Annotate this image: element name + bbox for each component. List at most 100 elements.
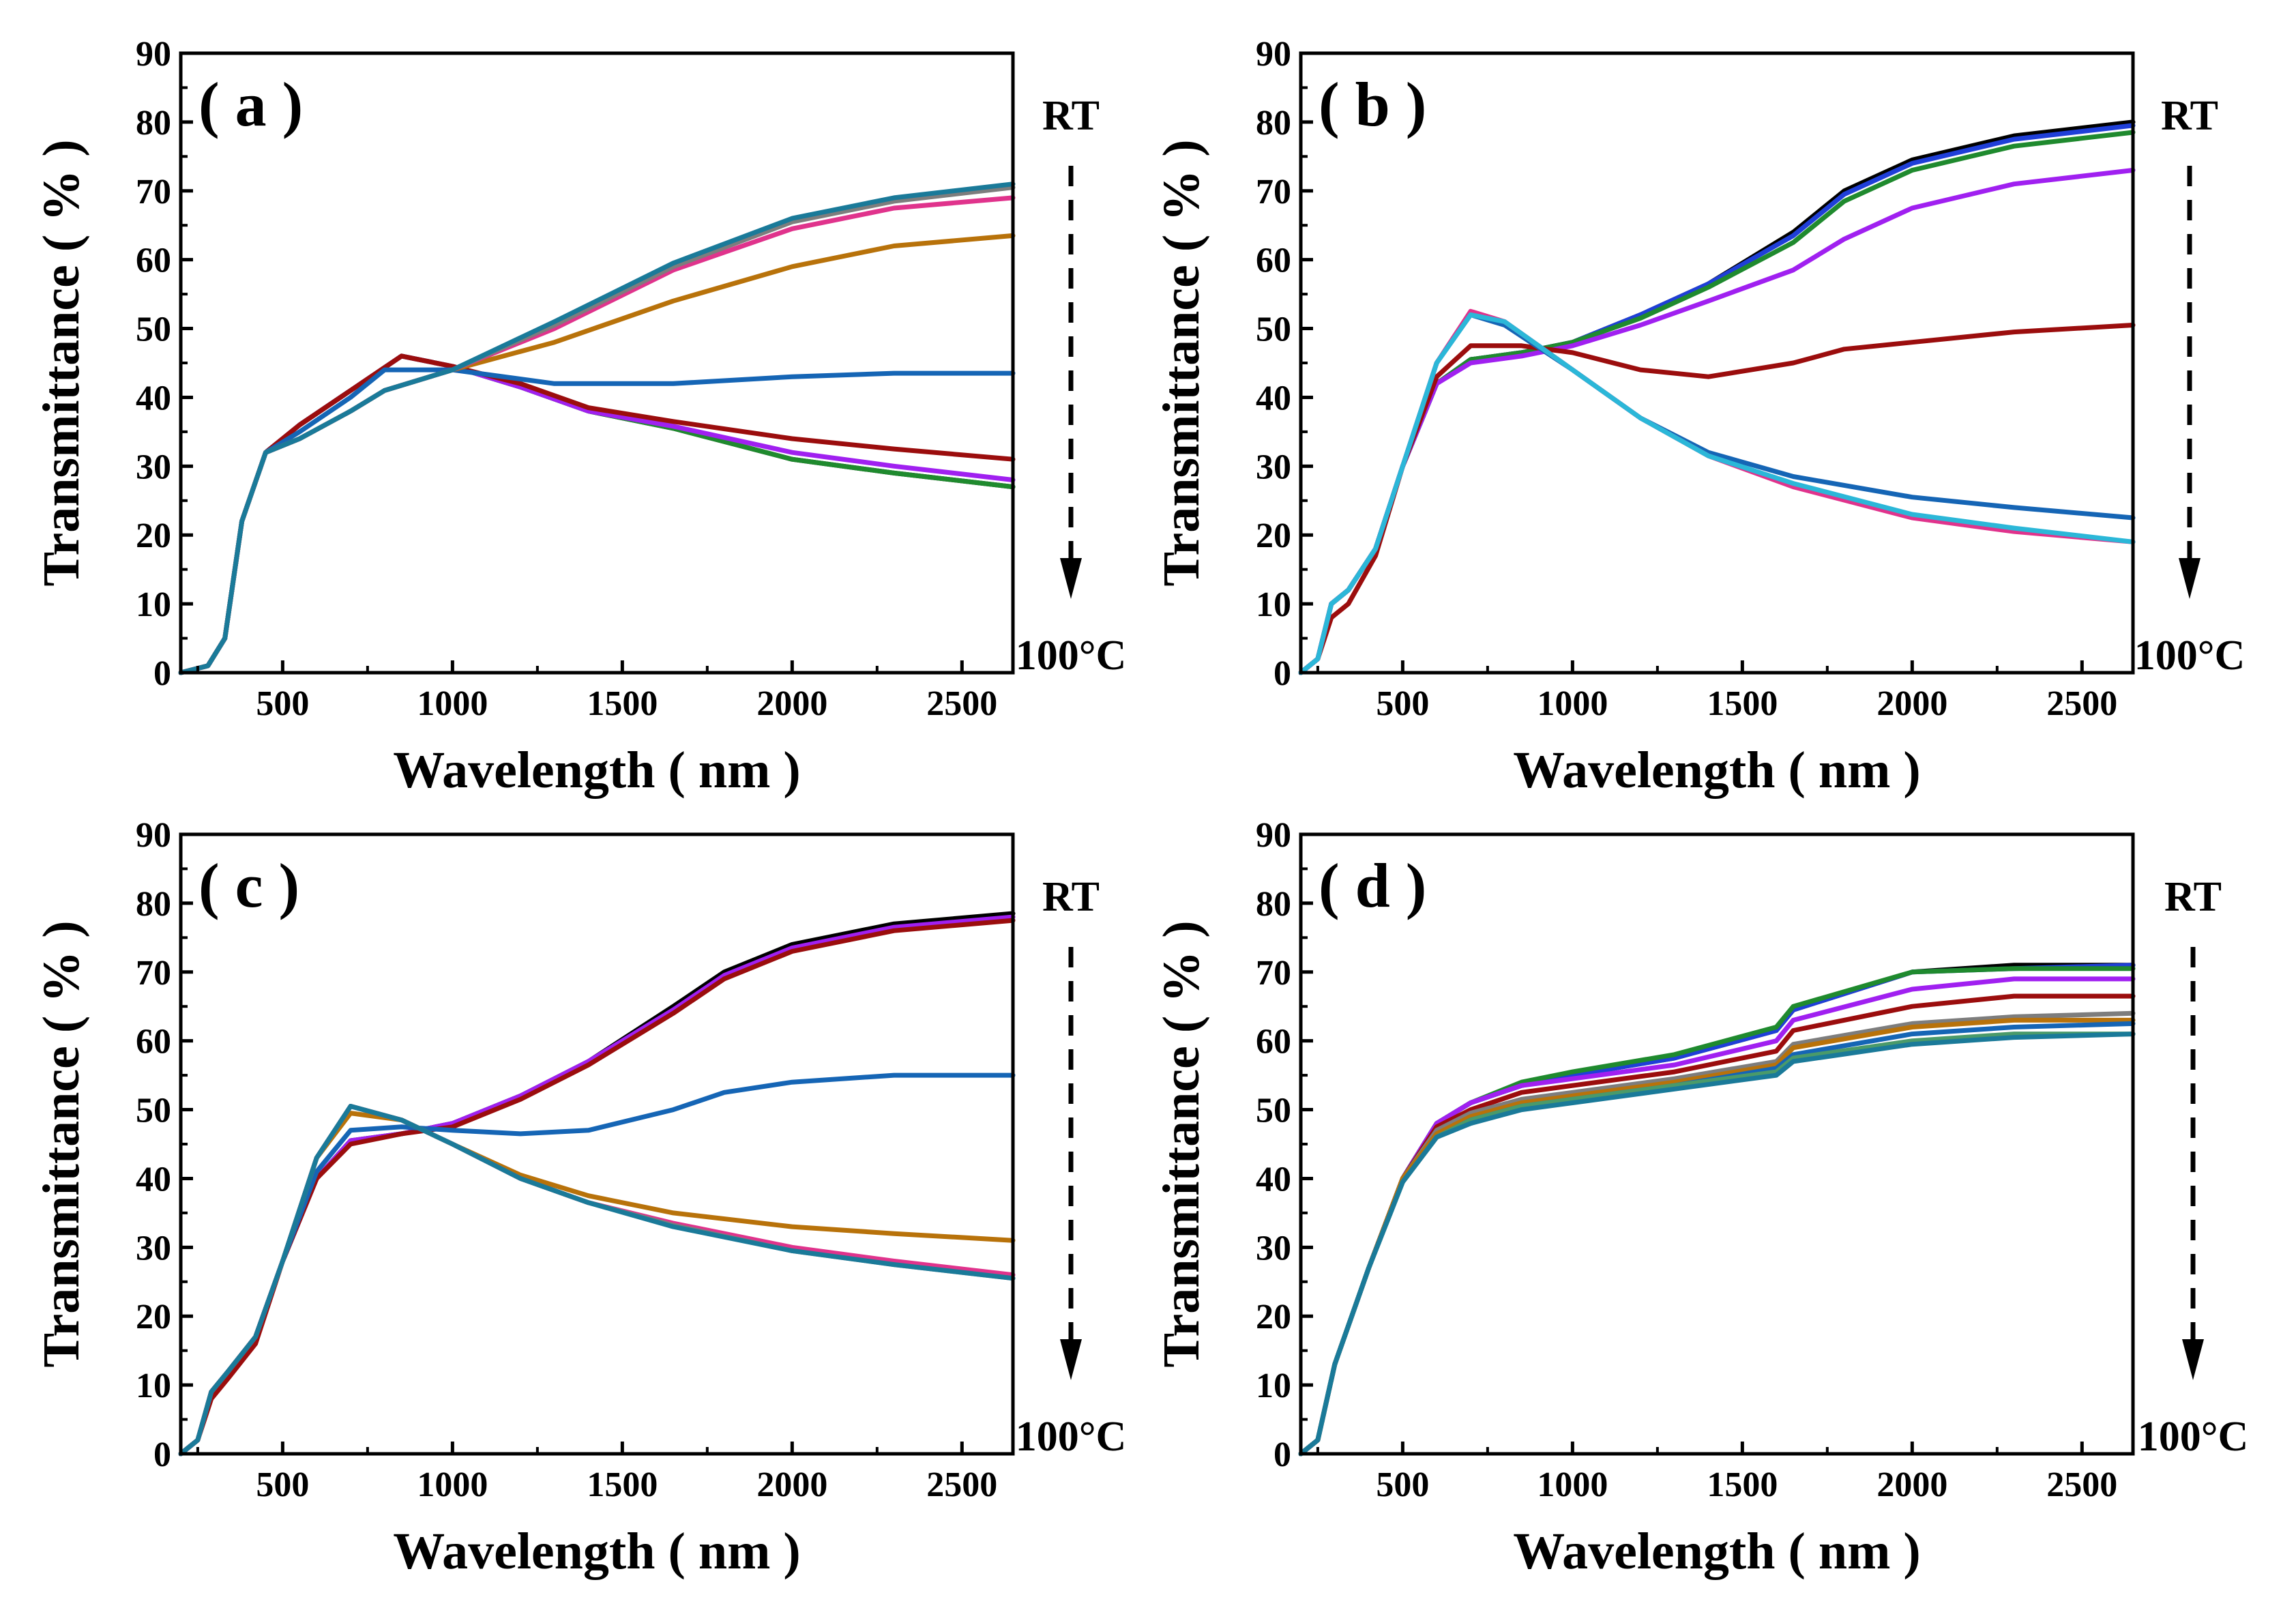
x-tick-label: 2500 xyxy=(2046,1465,2117,1504)
x-axis-title: Wavelength ( nm ) xyxy=(393,1523,800,1580)
temperature-arrow-head xyxy=(1060,558,1082,599)
x-tick-label: 1500 xyxy=(587,684,658,723)
x-tick-label: 1000 xyxy=(417,1465,488,1504)
y-tick-label: 20 xyxy=(1256,516,1291,555)
y-axis-title: Transmittance ( % ) xyxy=(1153,139,1210,586)
y-tick-label: 90 xyxy=(136,35,171,74)
y-tick-label: 30 xyxy=(1256,1229,1291,1268)
y-tick-label: 80 xyxy=(1256,885,1291,924)
y-tick-label: 0 xyxy=(153,654,171,693)
y-tick-label: 20 xyxy=(1256,1298,1291,1336)
y-tick-label: 10 xyxy=(136,585,171,624)
temp-end-label: 100°C xyxy=(2134,632,2246,679)
y-tick-label: 20 xyxy=(136,1298,171,1336)
rt-label: RT xyxy=(1042,93,1100,139)
y-tick-label: 0 xyxy=(153,1435,171,1474)
series-line-4 xyxy=(1298,976,2136,1457)
x-tick-label: 2000 xyxy=(756,1465,827,1504)
y-tick-label: 50 xyxy=(1256,310,1291,349)
series-line-5 xyxy=(178,1111,1016,1457)
y-tick-label: 60 xyxy=(1256,1023,1291,1062)
panel-d: 0 10 20 30 40 50 60 70 80 90 500 1000 1500 2000 2500 Wa… xyxy=(1153,816,2248,1580)
y-tick-label: 40 xyxy=(136,379,171,418)
series-line-3 xyxy=(178,918,1016,1457)
y-tick-label: 50 xyxy=(136,1092,171,1130)
y-tick-label: 10 xyxy=(1256,1366,1291,1405)
series-line-7 xyxy=(178,1104,1016,1457)
x-tick-label: 2000 xyxy=(1876,1465,1947,1504)
y-tick-label: 0 xyxy=(1274,1435,1291,1474)
series-line-3 xyxy=(1298,966,2136,1457)
y-tick-label: 20 xyxy=(136,516,171,555)
temperature-arrow-head xyxy=(2179,558,2201,599)
series-line-8 xyxy=(1298,312,2136,675)
panel-label: ( d ) xyxy=(1319,851,1426,920)
y-tick-label: 80 xyxy=(136,104,171,143)
x-axis-title: Wavelength ( nm ) xyxy=(393,742,800,799)
rt-label: RT xyxy=(2164,874,2222,920)
panel-label: ( c ) xyxy=(198,851,299,920)
temp-end-label: 100°C xyxy=(2138,1414,2249,1460)
y-tick-label: 80 xyxy=(136,885,171,924)
series-line-9 xyxy=(178,181,1016,675)
series-line-6 xyxy=(178,1104,1016,1457)
x-tick-label: 2500 xyxy=(2046,684,2117,723)
series-line-9 xyxy=(1298,1032,2136,1457)
temp-end-label: 100°C xyxy=(1016,632,1127,679)
series-line-5 xyxy=(178,367,1016,675)
y-tick-label: 30 xyxy=(1256,448,1291,486)
panel-b: 0 10 20 30 40 50 60 70 80 90 500 1000 1500 2000 2500 Wa… xyxy=(1153,35,2245,799)
panel-a: 0 10 20 30 40 50 60 70 80 90 500 1000 1500 2000 2500 Wa… xyxy=(33,35,1126,799)
x-tick-label: 2500 xyxy=(926,1465,997,1504)
y-tick-label: 70 xyxy=(1256,173,1291,211)
series-line-6 xyxy=(1298,312,2136,675)
x-tick-label: 500 xyxy=(1376,684,1429,723)
series-line-10 xyxy=(1298,1032,2136,1457)
y-tick-label: 80 xyxy=(1256,104,1291,143)
y-tick-label: 10 xyxy=(136,1366,171,1405)
y-tick-label: 0 xyxy=(1274,654,1291,693)
y-tick-label: 40 xyxy=(1256,379,1291,418)
x-tick-label: 1500 xyxy=(587,1465,658,1504)
x-axis-title: Wavelength ( nm ) xyxy=(1513,1523,1920,1580)
series-line-5 xyxy=(1298,323,2136,675)
y-tick-label: 60 xyxy=(1256,242,1291,280)
plot-frame xyxy=(179,51,1015,675)
x-tick-label: 2500 xyxy=(926,684,997,723)
panel-label: ( a ) xyxy=(198,70,303,139)
rt-label: RT xyxy=(2161,93,2218,139)
temperature-arrow-head xyxy=(1060,1339,1082,1380)
series-line-4 xyxy=(1298,168,2136,675)
temp-end-label: 100°C xyxy=(1016,1414,1127,1460)
y-axis-title: Transmittance ( % ) xyxy=(33,920,90,1367)
panel-label: ( b ) xyxy=(1319,70,1426,139)
y-tick-label: 70 xyxy=(136,173,171,211)
y-tick-label: 50 xyxy=(1256,1092,1291,1130)
y-tick-label: 40 xyxy=(136,1160,171,1199)
series-line-1 xyxy=(178,353,1016,675)
series-line-8 xyxy=(1298,1021,2136,1457)
series-line-8 xyxy=(178,1104,1016,1457)
y-tick-label: 50 xyxy=(136,310,171,349)
x-axis-title: Wavelength ( nm ) xyxy=(1513,742,1920,799)
series-line-2 xyxy=(178,353,1016,675)
y-tick-label: 40 xyxy=(1256,1160,1291,1199)
series-line-5 xyxy=(1298,993,2136,1457)
temperature-arrow-head xyxy=(2182,1339,2204,1380)
series-line-3 xyxy=(178,353,1016,675)
x-tick-label: 1000 xyxy=(1537,684,1608,723)
x-tick-label: 500 xyxy=(256,1465,309,1504)
y-tick-label: 10 xyxy=(1256,585,1291,624)
series-line-1 xyxy=(178,911,1016,1457)
y-tick-label: 70 xyxy=(1256,954,1291,993)
x-tick-label: 2000 xyxy=(1876,684,1947,723)
y-tick-label: 90 xyxy=(1256,35,1291,74)
x-tick-label: 500 xyxy=(1376,1465,1429,1504)
panel-c: 0 10 20 30 40 50 60 70 80 90 500 1000 1500 2000 2500 Wa… xyxy=(33,816,1126,1580)
y-axis-title: Transmittance ( % ) xyxy=(1153,920,1210,1367)
x-tick-label: 1500 xyxy=(1707,684,1778,723)
x-tick-label: 500 xyxy=(256,684,309,723)
y-tick-label: 90 xyxy=(1256,816,1291,855)
y-tick-label: 30 xyxy=(136,1229,171,1268)
series-line-4 xyxy=(178,353,1016,675)
